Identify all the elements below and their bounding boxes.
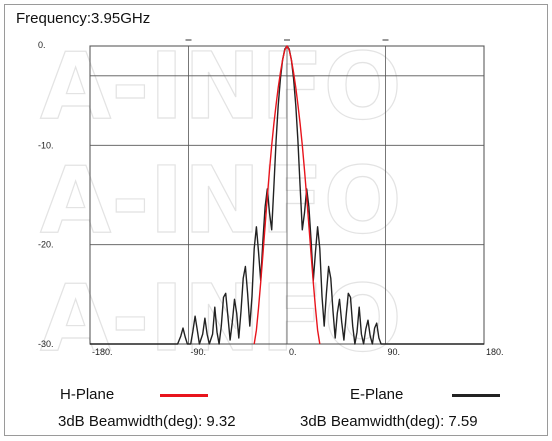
legend-swatch-e-plane (452, 394, 500, 397)
chart-title: Frequency:3.95GHz (16, 10, 151, 27)
x-tick-label-1: -90. (191, 347, 207, 357)
h-plane-line (253, 45, 321, 345)
tick-labels: 0. -10. -20. -30. -180. -90. 0. 90. 180. (38, 40, 504, 357)
watermark-text-1: A-INFO (40, 33, 402, 140)
y-tick-label-1: -10. (38, 140, 54, 150)
legend-label-h-plane: H-Plane (60, 386, 115, 403)
y-tick-label-2: -20. (38, 240, 54, 250)
x-tick-label-4: 180. (486, 347, 504, 357)
x-tick-label-0: -180. (92, 347, 113, 357)
e-plane-beamwidth: 3dB Beamwidth(deg): 7.59 (300, 413, 478, 430)
legend-label-e-plane: E-Plane (350, 386, 404, 403)
y-tick-label-3: -30. (38, 339, 54, 349)
y-tick-label-0: 0. (38, 40, 46, 50)
legend-swatch-h-plane (160, 394, 208, 397)
x-tick-label-2: 0. (289, 347, 297, 357)
h-plane-beamwidth: 3dB Beamwidth(deg): 9.32 (58, 413, 236, 430)
x-tick-label-3: 90. (388, 347, 401, 357)
series-lines (90, 45, 484, 345)
watermark-text-2: A-INFO (40, 147, 402, 254)
